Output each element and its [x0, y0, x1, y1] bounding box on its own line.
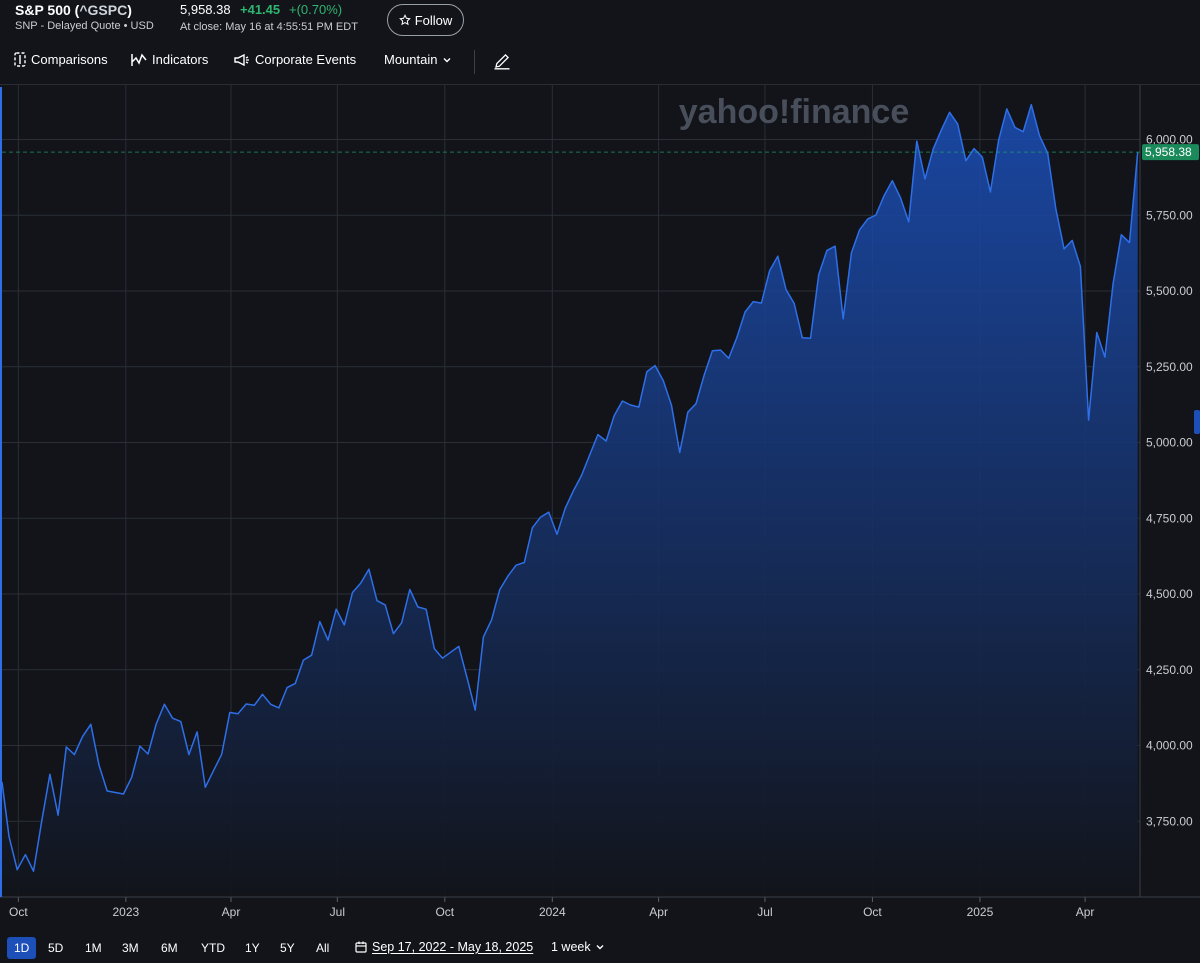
chart-toolbar: Comparisons Indicators Corporate Events …: [0, 44, 1200, 80]
range-button-6m[interactable]: 6M: [161, 941, 178, 955]
range-button-1y[interactable]: 1Y: [245, 941, 260, 955]
range-bar: 1D 5D 1M 3M 6M YTD 1Y 5Y All Sep 17, 2022 - May …: [0, 934, 1200, 963]
indicator-icon: [131, 53, 147, 66]
indicators-label: Indicators: [152, 52, 209, 67]
megaphone-icon: [234, 53, 249, 66]
y-tick-label: 5,250.00: [1146, 360, 1193, 374]
ticker-name: S&P 500 (^GSPC): [15, 2, 132, 18]
price-chart[interactable]: yahoo!finance 3,750.00 4,000.00 4,250.00 4,…: [0, 85, 1200, 929]
corporate-events-label: Corporate Events: [255, 52, 357, 67]
price-change: +41.45: [240, 2, 281, 17]
interval-dropdown[interactable]: 1 week: [551, 940, 605, 954]
exchange-info: SNP - Delayed Quote • USD: [15, 20, 154, 32]
x-tick-label: Oct: [863, 905, 882, 919]
indicators-button[interactable]: Indicators: [131, 52, 208, 67]
date-range-picker[interactable]: Sep 17, 2022 - May 18, 2025: [355, 940, 533, 954]
pencil-icon: [494, 53, 510, 70]
range-button-ytd[interactable]: YTD: [201, 941, 225, 955]
scroll-handle[interactable]: [1194, 410, 1200, 434]
x-tick-label: Oct: [435, 905, 454, 919]
y-tick-label: 5,750.00: [1146, 208, 1193, 222]
y-tick-label: 4,500.00: [1146, 587, 1193, 601]
x-tick-label: Apr: [649, 905, 668, 919]
range-button-1d[interactable]: 1D: [7, 937, 37, 959]
y-tick-label: 4,250.00: [1146, 663, 1193, 677]
close-time: At close: May 16 at 4:55:51 PM EDT: [180, 21, 358, 33]
x-tick-label: Apr: [222, 905, 241, 919]
y-tick-label: 6,000.00: [1146, 133, 1193, 147]
y-tick-label: 5,500.00: [1146, 284, 1193, 298]
ticker-symbol: ^GSPC: [79, 2, 128, 18]
price-change-percent: +(0.70%): [289, 2, 343, 17]
x-tick-label: Oct: [9, 905, 28, 919]
calendar-icon: [355, 941, 367, 953]
x-tick-label: Apr: [1076, 905, 1095, 919]
y-tick-label: 5,000.00: [1146, 436, 1193, 450]
range-button-all[interactable]: All: [316, 941, 330, 955]
series-area-fill: [2, 104, 1138, 897]
comparisons-label: Comparisons: [31, 52, 108, 67]
range-button-3m[interactable]: 3M: [122, 941, 139, 955]
y-tick-label: 3,750.00: [1146, 814, 1193, 828]
corporate-events-button[interactable]: Corporate Events: [233, 52, 356, 67]
y-tick-label: 4,750.00: [1146, 511, 1193, 525]
range-button-5d[interactable]: 5D: [48, 941, 64, 955]
draw-button[interactable]: [493, 52, 511, 70]
star-outline-icon: [398, 14, 411, 26]
chart-type-dropdown[interactable]: Mountain: [384, 52, 452, 67]
date-range-text: Sep 17, 2022 - May 18, 2025: [372, 940, 534, 954]
x-tick-label: 2023: [112, 905, 139, 919]
chevron-down-icon: [596, 945, 604, 950]
x-tick-label: Jul: [757, 905, 772, 919]
chart-type-label: Mountain: [384, 52, 438, 67]
chevron-down-icon: [443, 57, 451, 62]
follow-button[interactable]: Follow: [387, 4, 464, 36]
series-line[interactable]: [1, 103, 1139, 872]
range-button-1m[interactable]: 1M: [85, 941, 102, 955]
y-tick-label: 4,000.00: [1146, 739, 1193, 753]
x-tick-label: Jul: [330, 905, 345, 919]
watermark: yahoo!finance: [679, 93, 909, 131]
range-button-5y[interactable]: 5Y: [280, 941, 295, 955]
chart-area[interactable]: yahoo!finance 3,750.00 4,000.00 4,250.00 4,…: [0, 84, 1200, 928]
follow-label: Follow: [414, 12, 453, 28]
last-price-label: 5,958.38: [1145, 145, 1192, 159]
x-tick-label: 2024: [539, 905, 566, 919]
current-price: 5,958.38: [180, 2, 231, 17]
compare-icon: [14, 52, 26, 67]
x-tick-label: 2025: [967, 905, 994, 919]
quote-header: S&P 500 (^GSPC) SNP - Delayed Quote • US…: [0, 0, 1200, 44]
comparisons-button[interactable]: Comparisons: [14, 52, 108, 67]
toolbar-divider: [474, 50, 475, 74]
last-price-tag: [1142, 144, 1199, 161]
interval-label: 1 week: [551, 940, 591, 954]
